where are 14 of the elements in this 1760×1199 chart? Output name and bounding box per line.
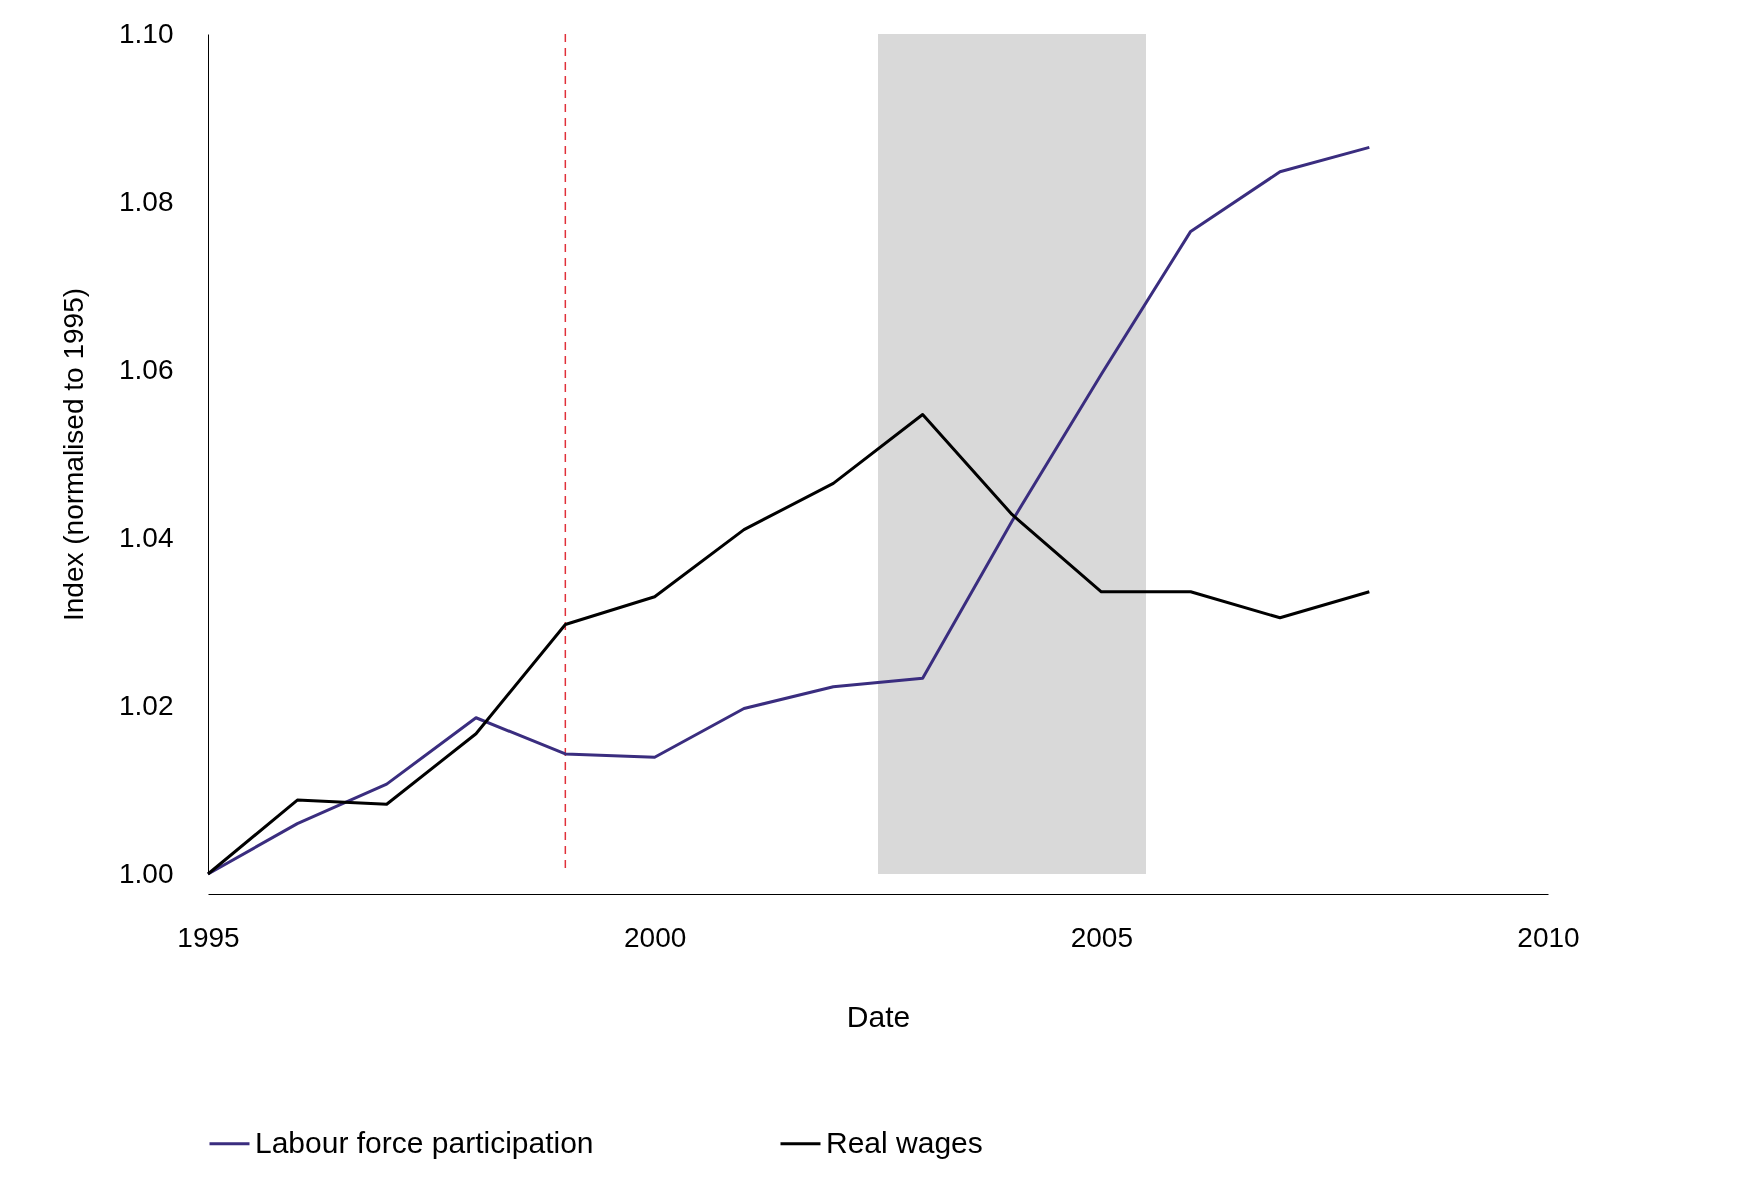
x-tick-label: 2000 <box>624 921 687 953</box>
y-tick-label: 1.00 <box>119 857 174 889</box>
x-tick-label: 1995 <box>177 921 240 953</box>
y-tick-label: 1.02 <box>119 689 174 721</box>
x-tick-label: 2005 <box>1070 921 1133 953</box>
x-axis-title: Date <box>846 999 911 1033</box>
y-tick-label: 1.06 <box>119 353 174 385</box>
y-axis-title: Index (normalised to 1995) <box>58 287 89 622</box>
y-tick-label: 1.04 <box>119 521 174 553</box>
y-tick-label: 1.08 <box>119 185 174 217</box>
x-tick-label: 2010 <box>1517 921 1580 953</box>
y-tick-label: 1.10 <box>119 17 174 49</box>
legend-label: Real wages <box>826 1125 983 1159</box>
legend-label: Labour force participation <box>255 1125 594 1159</box>
